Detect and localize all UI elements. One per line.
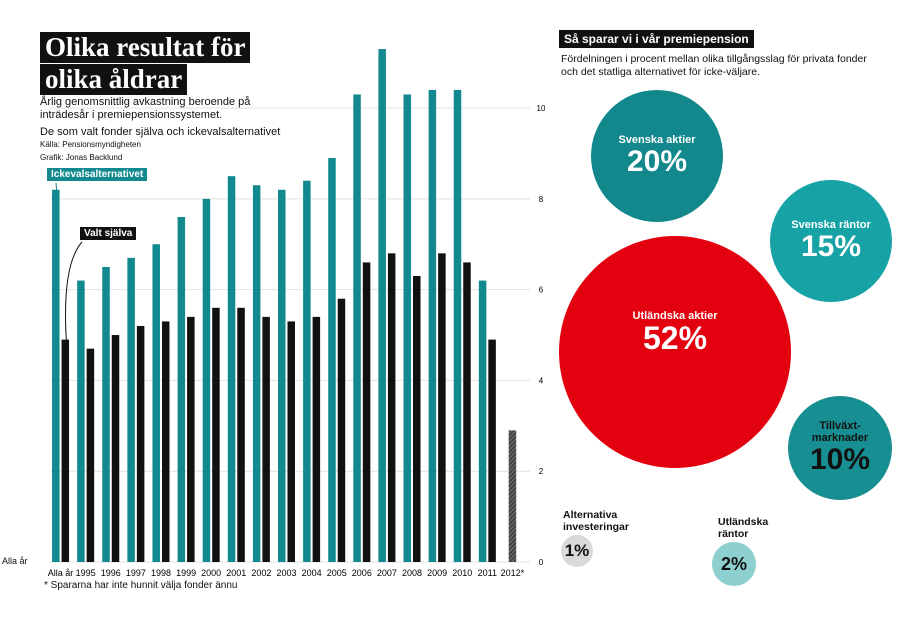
y-tick-label: 10 [537,104,546,113]
callout-line-valt [65,241,83,340]
x-tick-label: 2007 [377,568,397,578]
bubble-label: Svenska räntor [791,219,871,231]
legend-valt: Valt själva [80,227,137,240]
title-line-2: olika åldrar [40,64,188,95]
bar-valt-2001 [237,307,245,562]
x-tick-label: 2011 [478,568,497,578]
bar-valt-2000 [212,307,220,562]
bar-valt-1998 [161,321,170,562]
bar-valt-2004 [312,316,321,562]
bar-ickeval-1995 [77,280,85,562]
bars [52,49,517,563]
bar-ickeval-2011 [478,280,487,562]
bar-ickeval-1999 [177,217,186,562]
title-line-1: Olika resultat för [40,32,251,63]
bubble-utlandska-aktier: Utländska aktier 52% [559,236,791,468]
bubble-label-alternativa: Alternativa investeringar [563,509,629,533]
callout-line-ickeval [55,182,58,192]
bar-valt-2009 [438,253,446,563]
bubble-value: 20% [626,145,688,178]
bar-valt-2005 [337,298,346,562]
bar-ickeval-2010 [453,89,462,563]
y-tick-labels: 0 2 4 6 8 10 [537,104,546,567]
x-tick-label: 1997 [126,568,146,578]
bubble-alternativa: 1% [561,535,593,567]
bar-valt-2002 [262,316,270,562]
bubble-label: Svenska aktier [618,134,696,146]
x-tick-label: 1998 [151,568,171,578]
bar-valt-2008 [413,276,421,562]
credit-text: Grafik: Jonas Backlund [40,153,123,162]
bar-ickeval-2003 [278,189,286,562]
x-tick-labels: Alla år 1995 1996 1997 1998 1999 2000 2001 2002 2… [48,568,525,578]
bar-ickeval-2008 [403,94,412,562]
bubble-value: 2% [720,554,747,574]
bar-valt-1999 [187,316,195,562]
x-tick-label: 1995 [76,568,96,578]
bar-ickeval-2009 [428,89,437,563]
x-tick-label: 1999 [176,568,196,578]
bubble-svenska-rantor: Svenska räntor 15% [770,180,892,302]
bar-ickeval-2002 [252,185,261,562]
x-tick-label: 2012* [501,568,525,578]
bar-ickeval-2007 [378,49,386,563]
x-tick-label: 2003 [276,568,296,578]
bar-ickeval-2000 [202,198,211,562]
bubble-value: 1% [564,541,590,560]
bar-valt-2010 [463,262,471,562]
x-tick-label: 1996 [101,568,121,578]
x-tick-label: 2000 [201,568,221,578]
y-tick-label: 0 [539,558,544,567]
x-tick-label: 2002 [251,568,271,578]
bar-ickeval-2005 [328,158,336,562]
bubble-utlandska-rantor: 2% [712,542,756,586]
x-tick-label: Alla år [48,568,74,578]
x-tick-label: 2009 [427,568,447,578]
x-tick-label: 2006 [352,568,372,578]
bar-valt-2003 [287,321,295,562]
bar-chart: Alla år 1995 1996 1997 1998 1999 2000 2001 2002 2… [48,49,546,578]
bar-ickeval-2006 [353,94,361,562]
bubble-svenska-aktier: Svenska aktier 20% [591,90,723,222]
bar-valt-1997 [136,325,145,562]
bar-valt-2006 [362,262,371,562]
chart-subtitle-2: De som valt fonder själva och ickevalsal… [40,126,281,138]
bar-valt-2007 [387,253,396,563]
bar-valt-2012* [508,430,517,562]
bar-valt-1995 [86,348,95,562]
chart-title: Olika resultat för olika åldrar [40,32,251,96]
bar-ickeval-Alla år [52,189,60,562]
bar-valt-Alla år [61,339,70,562]
x-tick-label: 2010 [452,568,472,578]
y-tick-label: 6 [539,286,544,295]
bubble-label: Utländska aktier [632,310,718,322]
bubbles-title: Så sparar vi i vår premiepension [559,30,754,48]
bar-valt-1996 [111,335,120,562]
y-tick-label: 4 [539,376,544,385]
x-tick-label: 2008 [402,568,422,578]
bar-ickeval-1997 [127,257,135,562]
x-tick-label: 2001 [226,568,246,578]
bar-valt-2011 [488,339,496,562]
bar-ickeval-2004 [303,180,311,562]
bubble-tillvaxtmarknader: Tillväxt-marknader 10% [788,396,892,500]
x-tick-label: 2005 [327,568,347,578]
bubble-value: 15% [800,230,862,263]
bubbles-subtitle: Fördelningen i procent mellan olika till… [561,53,867,78]
bar-ickeval-1996 [102,266,110,562]
bubble-label: Tillväxt-marknader [811,420,869,444]
legend-ickeval: Ickevalsalternativet [47,168,148,181]
bubble-value: 52% [642,320,708,356]
y-tick-label: 2 [539,467,544,476]
chart-subtitle: Årlig genomsnittlig avkastning beroende … [40,96,251,121]
bubble-label-utlandska-rantor: Utländska räntor [718,516,769,540]
bar-ickeval-1998 [152,244,160,562]
bubble-value: 10% [809,443,871,476]
footnote: * Spararna har inte hunnit välja fonder … [44,580,238,591]
source-text: Källa: Pensionsmyndigheten [40,140,141,149]
left-axis-stub: Alla år [2,556,28,566]
y-tick-label: 8 [539,195,544,204]
bar-ickeval-2001 [227,176,236,562]
x-tick-label: 2004 [302,568,322,578]
